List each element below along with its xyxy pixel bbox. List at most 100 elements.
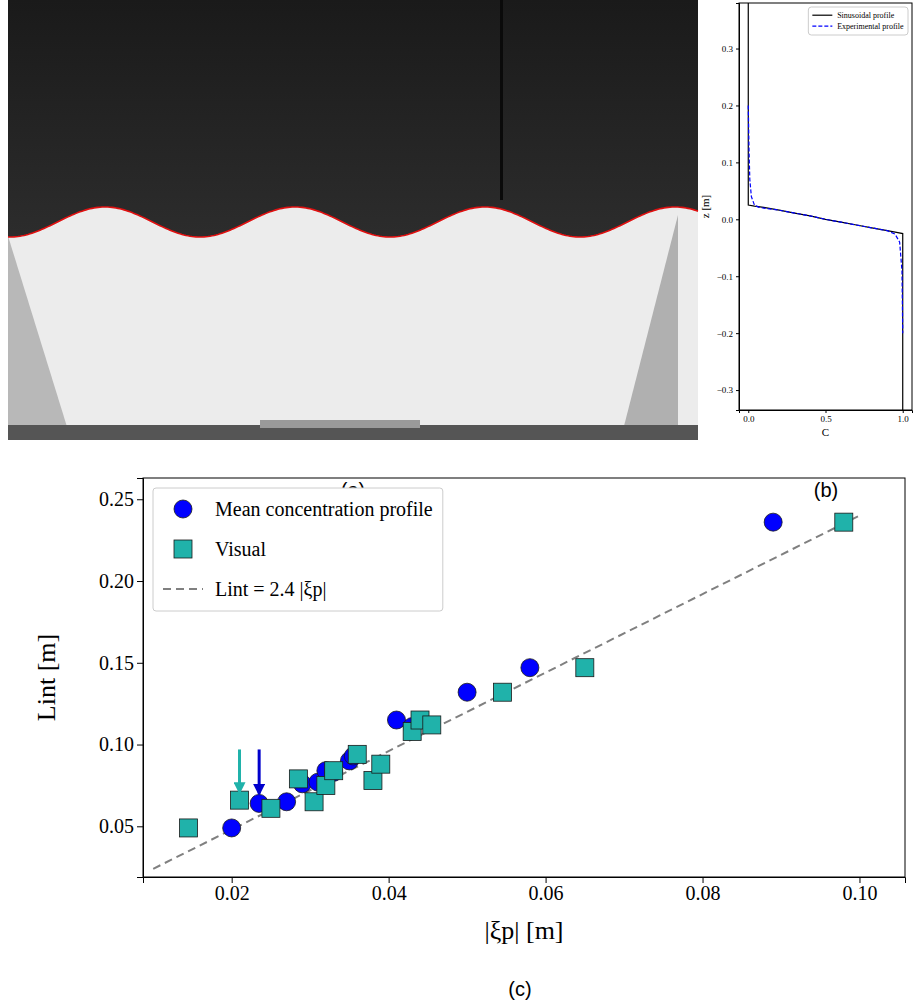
tick: 0.0	[722, 215, 739, 225]
tick-label: 0.10	[99, 733, 134, 755]
tick-mark	[736, 390, 739, 391]
y-axis-title: Lint [m]	[32, 634, 61, 721]
data-point	[458, 683, 476, 701]
legend-label: Lint = 2.4 |ξp|	[215, 578, 327, 601]
photo-light-layer	[8, 207, 698, 440]
legend-label: Experimental profile	[837, 22, 904, 31]
tick-label: 1.0	[898, 414, 910, 424]
tick-mark	[826, 410, 827, 413]
data-point	[372, 755, 390, 773]
data-point	[364, 772, 382, 790]
photo-rod	[500, 0, 503, 200]
data-point	[576, 659, 594, 677]
tick-label: 0.04	[372, 882, 407, 904]
tick-label: −0.1	[717, 272, 733, 282]
tick: 0.06	[529, 877, 564, 904]
tick-label: 0.08	[686, 882, 721, 904]
photo-left-wall	[8, 236, 68, 430]
data-point	[231, 791, 249, 809]
legend-items: Sinusoidal profileExperimental profile	[812, 11, 904, 31]
tick-mark	[736, 276, 739, 277]
tick-label: 0.05	[99, 815, 134, 837]
data-point	[223, 819, 241, 837]
series-line	[748, 3, 902, 410]
legend-label: Mean concentration profile	[215, 498, 433, 521]
data-point	[289, 770, 307, 788]
panel-caption: (b)	[814, 479, 838, 501]
fitted-interface	[8, 207, 698, 237]
tick-mark	[736, 219, 739, 220]
y-axis-title: z [m]	[699, 195, 711, 219]
figure: (a)0.00.51.0−0.3−0.2−0.10.00.10.20.3Cz […	[0, 0, 922, 1008]
series-line	[748, 105, 902, 333]
legend-label: Visual	[215, 538, 266, 560]
x-axis-title: C	[822, 426, 829, 438]
tick: 1.0	[898, 410, 910, 424]
data-point	[305, 793, 323, 811]
tick: 0.2	[722, 101, 739, 111]
tick-label: −0.3	[717, 385, 734, 395]
legend-marker	[174, 500, 192, 518]
tick-mark	[137, 663, 143, 664]
data-point	[348, 745, 366, 763]
tick: 0.1	[722, 158, 739, 168]
data-point	[493, 683, 511, 701]
plot-frame	[739, 3, 912, 410]
y-axis: −0.3 −0.2 −0.1 0.0 0.1 0.2 0.3	[717, 4, 740, 411]
tick-label: −0.2	[717, 329, 733, 339]
photo-panel	[8, 0, 698, 440]
chart-panel: 0.0 0.5 1.0 −0.3 −0.2 −0.1 0.0 0.1 0.2 0.3 Cz [m] S…	[699, 3, 913, 438]
tick-label: 0.2	[722, 101, 733, 111]
tick-label: 0.1	[722, 158, 733, 168]
legend-marker	[174, 540, 192, 558]
tick-mark	[903, 410, 904, 413]
tick-label: 0.5	[820, 414, 832, 424]
tick-label: 0.20	[99, 570, 134, 592]
tick: 0.10	[842, 877, 877, 904]
legend: Sinusoidal profileExperimental profile	[808, 7, 908, 35]
tick: 0.3	[722, 44, 739, 54]
legend-line	[812, 15, 832, 16]
tick: 0.25	[99, 488, 143, 510]
photo-dark-layer	[8, 0, 698, 440]
x-axis: 0.02 0.04 0.06 0.08 0.10	[144, 877, 906, 904]
tick-mark	[736, 105, 739, 106]
x-axis: 0.00.51.0	[740, 410, 913, 424]
legend-box	[808, 7, 908, 35]
data-point	[325, 762, 343, 780]
tick: 0.02	[215, 877, 250, 904]
tick-label: 0.10	[842, 882, 877, 904]
legend-box	[153, 488, 443, 611]
tick: −0.2	[717, 329, 739, 339]
tick: −0.1	[717, 272, 739, 282]
axis-line	[144, 878, 906, 884]
chart-panel: 0.02 0.04 0.06 0.08 0.10 0.05 0.10 0.15 0.20 0.25…	[32, 478, 906, 945]
tick: 0.04	[372, 877, 407, 904]
data-point	[764, 513, 782, 531]
tick-mark	[748, 410, 749, 413]
tick: −0.3	[717, 385, 739, 395]
legend-line	[163, 588, 203, 590]
data-point	[423, 716, 441, 734]
tick: 0.15	[99, 652, 143, 674]
tick-mark	[736, 162, 739, 163]
tick-mark	[137, 581, 143, 582]
photo-right-wall	[623, 215, 678, 430]
tick-label: 0.02	[215, 882, 250, 904]
legend-items: Mean concentration profile Visual Lint = 2…	[163, 498, 433, 601]
data-point	[262, 799, 280, 817]
tick-label: 0.0	[722, 215, 734, 225]
legend: Mean concentration profile Visual Lint = 2…	[153, 488, 443, 611]
y-axis: 0.05 0.10 0.15 0.20 0.25	[99, 479, 144, 878]
tick: 0.08	[686, 877, 721, 904]
tick-mark	[137, 499, 143, 500]
annotation-arrow	[238, 749, 241, 792]
plot-frame	[143, 478, 905, 877]
tick-label: 0.25	[99, 488, 134, 510]
tick-label: 0.15	[99, 652, 134, 674]
tick-label: 0.3	[722, 44, 734, 54]
tick: 0.05	[99, 815, 143, 837]
data-point	[521, 659, 539, 677]
data-point	[180, 819, 198, 837]
axis-line	[740, 411, 913, 414]
